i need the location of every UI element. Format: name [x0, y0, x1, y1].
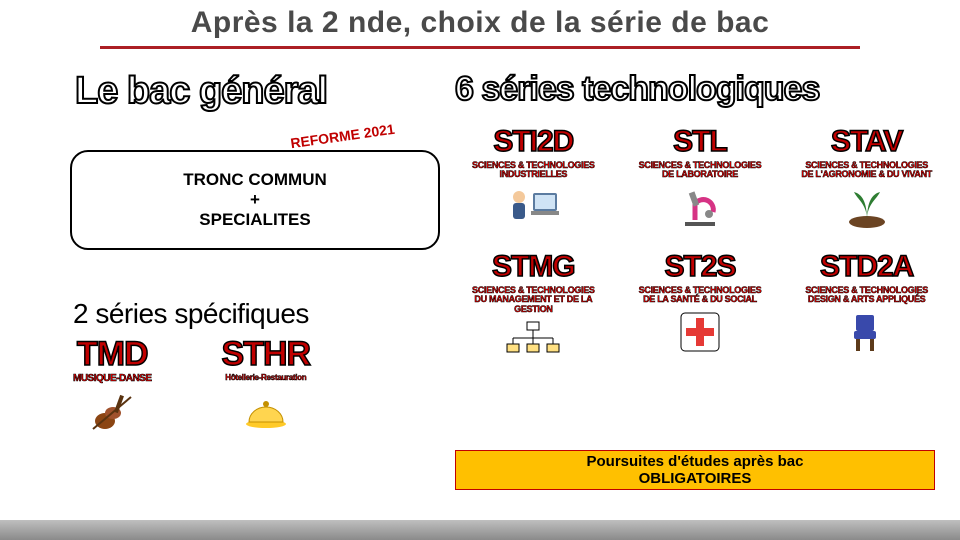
- specific-cell-tmd: TMD MUSIQUE-DANSE: [73, 335, 152, 435]
- specific-series-heading: 2 séries spécifiques: [73, 298, 309, 330]
- computer-person-icon: [503, 184, 563, 230]
- series-desc: SCIENCES & TECHNOLOGIESDE LA SANTÉ & DU …: [639, 286, 762, 305]
- specific-series-row: TMD MUSIQUE-DANSE STHR Hôtellerie-Restau…: [73, 335, 310, 435]
- series-code: ST2S: [664, 250, 735, 284]
- series-code: STL: [673, 125, 727, 159]
- series-code: STMG: [492, 250, 575, 284]
- poursuites-banner: Poursuites d'études après bac OBLIGATOIR…: [455, 450, 935, 490]
- series-desc: SCIENCES & TECHNOLOGIESDE LABORATOIRE: [639, 161, 762, 180]
- series-code: STD2A: [820, 250, 913, 284]
- bac-general-heading: Le bac général: [75, 70, 435, 113]
- tech-cell-stmg: STMG SCIENCES & TECHNOLOGIESDU MANAGEMEN…: [455, 250, 612, 364]
- org-chart-icon: [503, 318, 563, 364]
- title-underline: [100, 46, 860, 49]
- tronc-line2: +: [250, 190, 260, 210]
- footer-bar: [0, 520, 960, 540]
- tech-cell-st2s: ST2S SCIENCES & TECHNOLOGIESDE LA SANTÉ …: [622, 250, 779, 364]
- plant-icon: [837, 184, 897, 230]
- page-title: Après la 2 nde, choix de la série de bac: [0, 0, 960, 40]
- microscope-icon: [670, 184, 730, 230]
- tech-cell-std2a: STD2A SCIENCES & TECHNOLOGIESDESIGN & AR…: [788, 250, 945, 364]
- poursuites-line2: OBLIGATOIRES: [639, 470, 752, 487]
- medical-cross-icon: [670, 309, 730, 355]
- violin-icon: [82, 389, 142, 435]
- series-subtitle: Hôtellerie-Restauration: [225, 374, 306, 382]
- poursuites-line1: Poursuites d'études après bac: [587, 453, 804, 470]
- tech-cell-stav: STAV SCIENCES & TECHNOLOGIESDE L'AGRONOM…: [788, 125, 945, 230]
- series-desc: SCIENCES & TECHNOLOGIESDU MANAGEMENT ET …: [455, 286, 612, 314]
- six-tech-heading: 6 séries technologiques: [455, 70, 945, 109]
- series-desc: SCIENCES & TECHNOLOGIESDE L'AGRONOMIE & …: [801, 161, 932, 180]
- series-code: STHR: [222, 335, 311, 374]
- tech-cell-sti2d: STI2D SCIENCES & TECHNOLOGIESINDUSTRIELL…: [455, 125, 612, 230]
- series-code: STAV: [831, 125, 903, 159]
- chair-icon: [837, 309, 897, 355]
- series-subtitle: MUSIQUE-DANSE: [73, 374, 152, 385]
- series-desc: SCIENCES & TECHNOLOGIESINDUSTRIELLES: [472, 161, 595, 180]
- series-code: TMD: [77, 335, 148, 374]
- series-code: STI2D: [493, 125, 573, 159]
- tronc-line3: SPECIALITES: [199, 210, 310, 230]
- tech-cell-stl: STL SCIENCES & TECHNOLOGIESDE LABORATOIR…: [622, 125, 779, 230]
- tech-series-grid: STI2D SCIENCES & TECHNOLOGIESINDUSTRIELL…: [455, 125, 945, 364]
- series-desc: SCIENCES & TECHNOLOGIESDESIGN & ARTS APP…: [805, 286, 928, 305]
- tronc-commun-box: TRONC COMMUN + SPECIALITES: [70, 150, 440, 250]
- specific-cell-sthr: STHR Hôtellerie-Restauration: [222, 335, 311, 435]
- cloche-icon: [236, 386, 296, 432]
- reforme-stamp: REFORME 2021: [289, 121, 395, 151]
- tronc-line1: TRONC COMMUN: [183, 170, 327, 190]
